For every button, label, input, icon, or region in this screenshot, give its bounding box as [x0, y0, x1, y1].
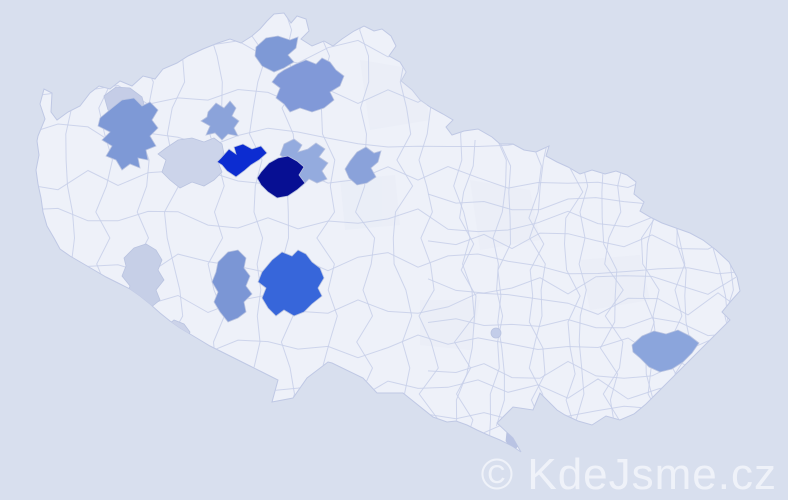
map-district-9[interactable] [256, 155, 306, 199]
map-district-1[interactable] [254, 35, 299, 73]
highlighted-districts [97, 35, 700, 452]
map-district-10[interactable] [344, 146, 382, 186]
map-district-11[interactable] [211, 249, 253, 323]
district-border-line [36, 207, 740, 233]
map-district-12[interactable] [257, 249, 325, 317]
district-border-line [427, 317, 737, 337]
map-district-5[interactable] [200, 100, 240, 141]
district-border-line [427, 232, 737, 250]
map-district-16[interactable] [631, 329, 700, 373]
district-border-line [427, 275, 737, 295]
district-border-line [563, 139, 584, 427]
district-border-line [455, 139, 477, 427]
map-district-7[interactable] [216, 143, 268, 178]
district-border-line [495, 139, 512, 427]
land-shade-patches [340, 60, 650, 350]
map-district-4[interactable] [97, 97, 159, 171]
district-border-line [599, 139, 619, 427]
map-district-2[interactable] [271, 57, 345, 113]
district-border-line [36, 165, 740, 191]
district-border-line [528, 139, 546, 427]
map-district-18[interactable] [490, 327, 502, 339]
watermark-text: © KdeJsme.cz [481, 450, 777, 499]
district-border-line [427, 360, 737, 379]
map-district-6[interactable] [157, 137, 225, 189]
